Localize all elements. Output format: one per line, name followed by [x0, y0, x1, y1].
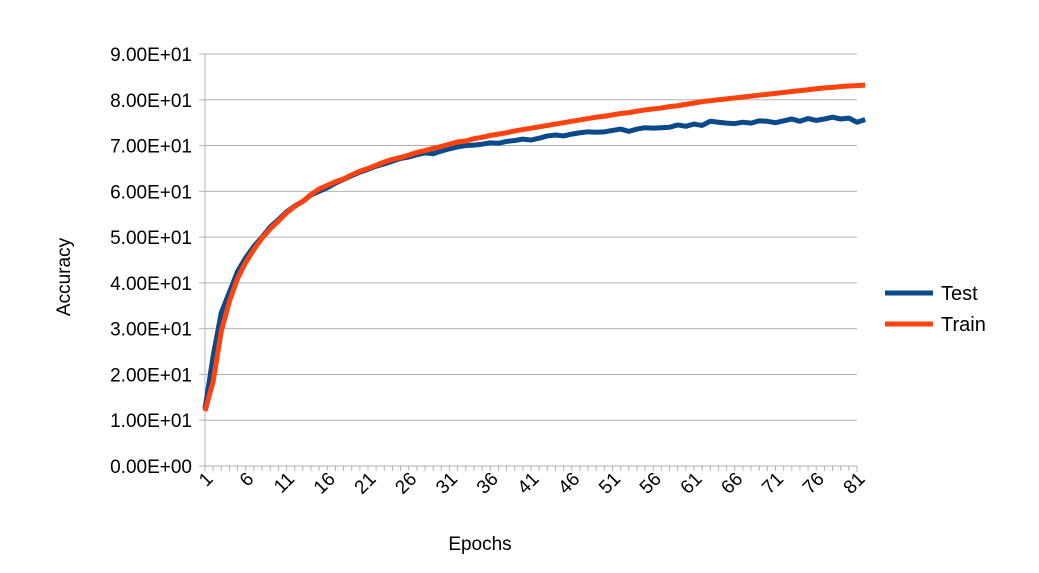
y-axis-title: Accuracy: [54, 237, 75, 316]
x-tick-label: 81: [840, 469, 870, 499]
axes: [199, 53, 858, 472]
y-tick-label: 4.00E+01: [110, 274, 192, 295]
y-tick-labels: 0.00E+00 1.00E+01 2.00E+01 3.00E+01 4.00E+01…: [110, 45, 192, 478]
gridlines: [205, 53, 857, 421]
x-tick-label: 51: [595, 469, 625, 499]
y-tick-label: 5.00E+01: [110, 228, 192, 249]
x-tick-label: 46: [554, 469, 584, 499]
x-tick-label: 41: [514, 469, 544, 499]
x-tick-label: 66: [717, 469, 747, 499]
x-tick-label: 6: [236, 469, 258, 491]
y-tick-label: 8.00E+01: [110, 91, 192, 112]
x-tick-label: 76: [799, 469, 829, 499]
y-tick-label: 6.00E+01: [110, 182, 192, 203]
x-tick-label: 26: [391, 469, 421, 499]
y-tick-label: 3.00E+01: [110, 320, 192, 341]
y-tick-label: 0.00E+00: [110, 457, 192, 478]
x-tick-label: 1: [195, 469, 217, 491]
y-tick-label: 2.00E+01: [110, 365, 192, 386]
y-tick-label: 7.00E+01: [110, 137, 192, 158]
x-tick-label: 11: [270, 469, 299, 498]
y-tick-label: 9.00E+01: [110, 45, 192, 66]
x-tick-label: 21: [351, 469, 381, 499]
legend: Test Train: [885, 283, 986, 336]
x-tick-label: 71: [758, 469, 788, 499]
legend-label-train: Train: [941, 314, 986, 336]
y-tick-label: 1.00E+01: [110, 411, 192, 432]
x-tick-label: 61: [677, 469, 707, 499]
series-line-train: [202, 82, 866, 412]
data-series: [202, 82, 866, 412]
x-tick-label: 31: [432, 469, 462, 499]
x-tick-label: 16: [310, 469, 340, 499]
x-tick-label: 36: [473, 469, 503, 499]
x-tick-label: 56: [636, 469, 666, 499]
series-line-test: [202, 114, 866, 410]
legend-label-test: Test: [941, 283, 978, 305]
x-axis-title: Epochs: [448, 534, 511, 555]
x-tick-labels: 1 6 11 16 21 26 31 36 41 46 51 56 61 66 71 76 81: [195, 469, 869, 499]
